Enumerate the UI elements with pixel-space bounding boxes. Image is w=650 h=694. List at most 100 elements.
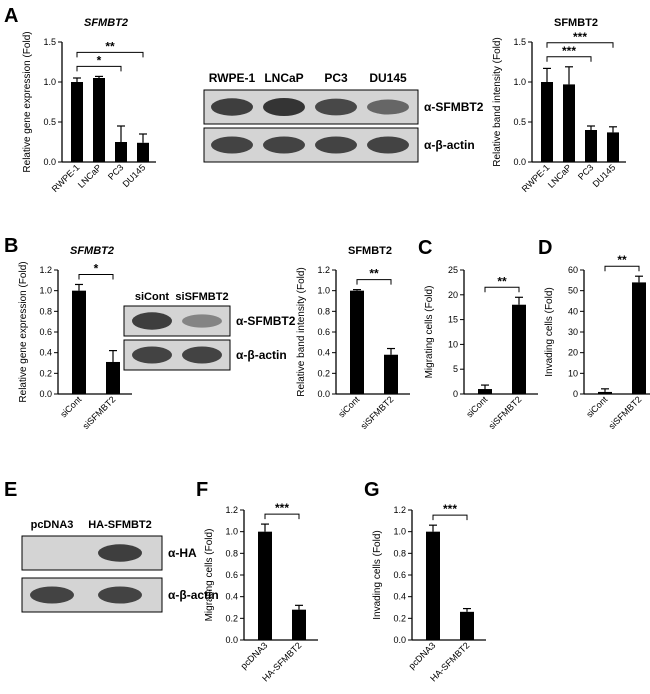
significance-bracket [356, 279, 392, 285]
blot-lane-label: pcDNA3 [31, 519, 74, 531]
bar [384, 354, 398, 394]
y-tick-label: 20 [568, 348, 578, 358]
significance-label: ** [617, 253, 627, 267]
significance-bracket [78, 273, 114, 280]
chart-title: SFMBT2 [84, 17, 128, 29]
y-tick-label: 1.0 [225, 527, 238, 537]
y-axis-label: Relative gene expression (Fold) [22, 31, 33, 172]
significance-bracket [604, 265, 640, 272]
x-tick-label: LNCaP [76, 162, 104, 190]
blot-lane-label: PC3 [324, 71, 348, 85]
y-tick-label: 0.6 [393, 570, 406, 580]
bar-chart-a-qpcr: 0.0 0.5 1.0 1.5 Relative gene expression (Fo… [22, 17, 156, 194]
y-axis-label: Invading cells (Fold) [372, 530, 383, 619]
y-tick-label: 0.4 [39, 348, 52, 358]
chart-title: SFMBT2 [70, 245, 114, 257]
western-blot-e: pcDNA3 HA-SFMBT2 α-HA α-β-actin [21, 519, 219, 613]
blot-lane-label: siSFMBT2 [175, 291, 228, 303]
significance-label: ** [497, 274, 507, 288]
y-tick-label: 0.0 [513, 157, 526, 167]
x-tick-label: pcDNA3 [407, 640, 438, 671]
y-tick-label: 0.0 [39, 389, 52, 399]
y-tick-label: 0.6 [317, 327, 330, 337]
bar [71, 82, 83, 162]
bar [137, 142, 149, 162]
y-tick-label: 10 [568, 368, 578, 378]
x-tick-label: siCont [584, 394, 609, 419]
bar [93, 78, 105, 162]
bar-chart-d: 0 10 20 30 40 50 60 Invading cells (Fold) siCont… [544, 253, 650, 431]
significance-label: * [94, 261, 99, 275]
blot-band [182, 346, 222, 364]
blot-band [211, 98, 253, 116]
x-tick-label: siSFMBT2 [81, 394, 118, 431]
y-tick-label: 0.8 [39, 306, 52, 316]
x-tick-label: DU145 [591, 162, 618, 189]
blot-band [263, 136, 305, 154]
y-tick-label: 1.0 [39, 286, 52, 296]
panel-letter-d: D [538, 237, 552, 259]
y-tick-label: 0.2 [225, 613, 238, 623]
blot-band [263, 98, 305, 116]
y-axis-label: Migrating cells (Fold) [424, 286, 435, 379]
chart-title: SFMBT2 [348, 245, 392, 257]
significance-bracket [546, 42, 614, 48]
blot-band [132, 346, 172, 364]
panel-letter-e: E [4, 479, 17, 501]
blot-band [367, 99, 409, 115]
blot-band [30, 586, 74, 604]
x-tick-label: siSFMBT2 [607, 394, 644, 431]
x-tick-label: siCont [336, 394, 361, 419]
blot-band [367, 136, 409, 154]
y-tick-label: 60 [568, 265, 578, 275]
panel-letter-a: A [4, 5, 18, 27]
blot-antibody-label: α-β-actin [424, 138, 475, 152]
bar [563, 84, 575, 162]
significance-label: * [97, 53, 102, 67]
bar [598, 391, 612, 394]
panel-letter-f: F [196, 479, 208, 501]
bar-chart-b-band: 0.0 0.2 0.4 0.6 0.8 1.0 1.2 Relative band inten… [296, 245, 410, 431]
significance-bracket [76, 51, 144, 58]
blot-antibody-label: α-SFMBT2 [236, 314, 296, 328]
blot-antibody-label: α-SFMBT2 [424, 100, 484, 114]
y-tick-label: 5 [453, 364, 458, 374]
x-tick-label: siCont [58, 394, 83, 419]
y-tick-label: 0.8 [317, 306, 330, 316]
bar [115, 142, 127, 162]
blot-band [98, 544, 142, 562]
y-tick-label: 0.4 [393, 592, 406, 602]
significance-label: *** [275, 501, 289, 515]
y-tick-label: 1.2 [393, 505, 406, 515]
y-tick-label: 0.6 [39, 327, 52, 337]
y-tick-label: 0.0 [393, 635, 406, 645]
bar [512, 304, 526, 394]
y-tick-label: 0.8 [225, 548, 238, 558]
y-tick-label: 30 [568, 327, 578, 337]
y-tick-label: 1.0 [513, 77, 526, 87]
bar [426, 531, 440, 640]
significance-label: *** [443, 502, 457, 516]
blot-lane-label: HA-SFMBT2 [88, 519, 152, 531]
blot-band [315, 98, 357, 116]
y-tick-label: 0.2 [39, 368, 52, 378]
bar [350, 290, 364, 394]
y-axis-label: Relative band intensity (Fold) [492, 37, 503, 167]
bar-chart-a-band: 0.0 0.5 1.0 1.5 Relative band intensity (Fol… [492, 17, 626, 194]
significance-bracket [264, 513, 300, 520]
x-tick-label: siCont [464, 394, 489, 419]
y-tick-label: 10 [448, 339, 458, 349]
blot-antibody-label: α-β-actin [236, 348, 287, 362]
blot-lane-label: LNCaP [264, 71, 303, 85]
significance-bracket [546, 56, 592, 62]
y-tick-label: 0.0 [317, 389, 330, 399]
significance-bracket [76, 65, 122, 72]
bar [478, 389, 492, 394]
bar-chart-b-qpcr: 0.0 0.2 0.4 0.6 0.8 1.0 1.2 Relative gene expre… [18, 245, 132, 431]
bar [541, 82, 553, 162]
x-tick-label: RWPE-1 [520, 162, 552, 194]
bar [632, 282, 646, 394]
blot-lane-label: RWPE-1 [209, 71, 256, 85]
y-tick-label: 25 [448, 265, 458, 275]
